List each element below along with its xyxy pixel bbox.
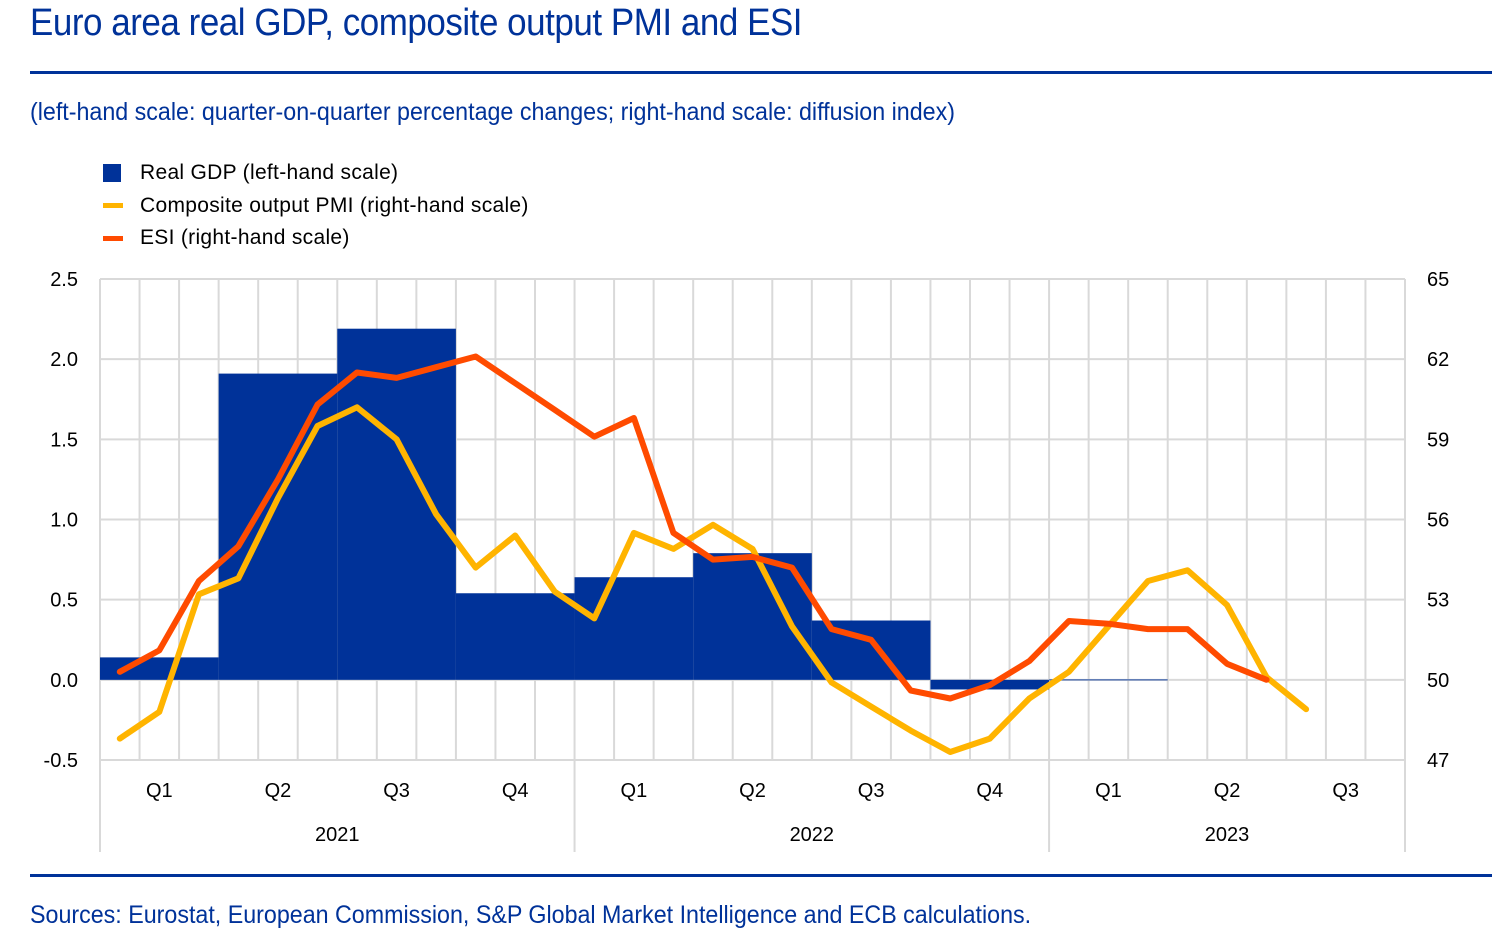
x-quarter-label: Q4 [976, 780, 1003, 802]
gdp-bar [455, 593, 575, 680]
y-left-tick-label: 1.0 [50, 510, 78, 532]
source-note: Sources: Eurostat, European Commission, … [30, 901, 1032, 929]
x-axis: Q1 Q2 Q3 Q4 Q1 Q2 Q3 Q4 Q1 Q2 Q3 2021 2022 2023 [146, 780, 1359, 846]
x-quarter-label: Q2 [739, 780, 766, 802]
gdp-bar [693, 553, 812, 680]
gdp-bar [574, 577, 694, 680]
gdp-bar [337, 328, 456, 680]
footer-divider [30, 874, 1492, 877]
legend-item-gdp: Real GDP (left-hand scale) [103, 157, 529, 190]
y-right-tick-label: 50 [1427, 670, 1449, 692]
gdp-bar [1049, 679, 1168, 681]
y-left-tick-label: 0.0 [50, 670, 78, 692]
legend-label-esi: ESI (right-hand scale) [140, 226, 350, 250]
y-right-tick-label: 65 [1427, 269, 1449, 291]
chart-subtitle: (left-hand scale: quarter-on-quarter per… [30, 98, 955, 126]
y-axis-left: -0.5 0.0 0.5 1.0 1.5 2.0 2.5 [44, 269, 78, 772]
y-left-tick-label: 0.5 [50, 590, 78, 612]
gdp-bar [218, 373, 338, 680]
y-axis-right: 47 50 53 56 59 62 65 [1427, 269, 1449, 772]
legend-swatch-esi [103, 235, 123, 241]
esi-line [116, 353, 1270, 702]
series-lines [116, 353, 1310, 755]
x-quarter-label: Q3 [383, 780, 410, 802]
legend-item-esi: ESI (right-hand scale) [103, 222, 529, 255]
x-quarter-label: Q2 [1214, 780, 1241, 802]
x-year-label: 2021 [315, 824, 360, 846]
y-right-tick-label: 62 [1427, 349, 1449, 371]
legend-swatch-pmi [103, 203, 123, 209]
x-quarter-label: Q3 [858, 780, 885, 802]
y-right-tick-label: 47 [1427, 750, 1449, 772]
legend-swatch-gdp [103, 164, 121, 183]
gdp-bars [100, 328, 1168, 690]
x-year-label: 2022 [790, 824, 835, 846]
y-right-tick-label: 59 [1427, 429, 1449, 451]
title-divider [30, 71, 1492, 74]
y-right-tick-label: 56 [1427, 510, 1449, 532]
x-year-label: 2023 [1205, 824, 1250, 846]
x-quarter-label: Q3 [1332, 780, 1359, 802]
legend-item-pmi: Composite output PMI (right-hand scale) [103, 190, 529, 223]
x-quarter-label: Q4 [502, 780, 529, 802]
legend: Real GDP (left-hand scale) Composite out… [103, 157, 529, 255]
y-left-tick-label: 2.5 [50, 269, 78, 291]
x-quarter-label: Q1 [621, 780, 648, 802]
x-quarter-label: Q1 [1095, 780, 1122, 802]
legend-label-gdp: Real GDP (left-hand scale) [140, 161, 399, 185]
y-right-tick-label: 53 [1427, 590, 1449, 612]
x-quarter-label: Q1 [146, 780, 173, 802]
y-left-tick-label: 2.0 [50, 349, 78, 371]
gdp-bar [100, 657, 219, 680]
x-quarter-label: Q2 [265, 780, 292, 802]
chart-title: Euro area real GDP, composite output PMI… [30, 2, 803, 44]
y-left-tick-label: -0.5 [44, 750, 78, 772]
y-left-tick-label: 1.5 [50, 429, 78, 451]
legend-label-pmi: Composite output PMI (right-hand scale) [140, 193, 529, 217]
